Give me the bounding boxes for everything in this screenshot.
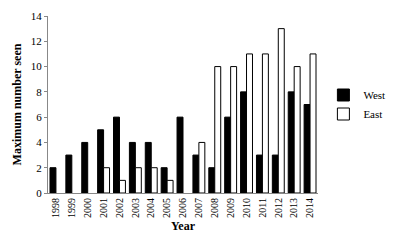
svg-text:2007: 2007 xyxy=(193,198,204,218)
svg-text:2: 2 xyxy=(36,162,42,174)
svg-text:14: 14 xyxy=(31,10,43,22)
svg-text:2004: 2004 xyxy=(145,198,156,218)
svg-text:2013: 2013 xyxy=(288,198,299,218)
svg-text:East: East xyxy=(363,108,382,120)
svg-text:1998: 1998 xyxy=(50,198,61,218)
svg-text:2010: 2010 xyxy=(241,198,252,218)
svg-text:2014: 2014 xyxy=(304,198,315,218)
svg-text:4: 4 xyxy=(36,136,42,148)
svg-text:Maximum number seen: Maximum number seen xyxy=(10,43,24,165)
svg-text:2012: 2012 xyxy=(273,198,284,218)
svg-text:6: 6 xyxy=(36,111,42,123)
svg-text:2001: 2001 xyxy=(98,198,109,218)
svg-text:2002: 2002 xyxy=(114,198,125,218)
svg-text:2009: 2009 xyxy=(225,198,236,218)
svg-text:2003: 2003 xyxy=(130,198,141,218)
svg-text:Year: Year xyxy=(171,219,196,233)
svg-text:2005: 2005 xyxy=(161,198,172,218)
svg-text:1999: 1999 xyxy=(66,198,77,218)
svg-text:2006: 2006 xyxy=(177,198,188,218)
svg-text:West: West xyxy=(363,89,385,101)
svg-text:12: 12 xyxy=(31,35,42,47)
svg-text:10: 10 xyxy=(31,60,43,72)
svg-text:2008: 2008 xyxy=(209,198,220,218)
svg-text:8: 8 xyxy=(36,86,42,98)
svg-text:0: 0 xyxy=(36,187,42,199)
svg-text:2000: 2000 xyxy=(82,198,93,218)
svg-text:2011: 2011 xyxy=(257,198,268,218)
